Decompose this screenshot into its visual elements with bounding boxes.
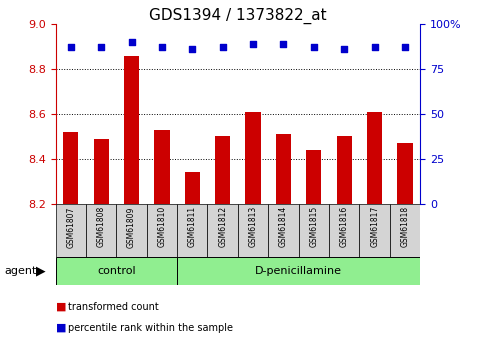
Text: percentile rank within the sample: percentile rank within the sample (68, 323, 233, 333)
Bar (398, 143, 412, 204)
Text: control: control (97, 266, 136, 276)
Point (158, 45, 166, 50)
Point (249, 41, 257, 47)
Point (401, 45, 409, 50)
Bar (154, 130, 170, 204)
Bar (147, 204, 177, 257)
Title: GDS1394 / 1373822_at: GDS1394 / 1373822_at (149, 8, 327, 24)
Text: ■: ■ (56, 323, 66, 333)
Text: GSM61808: GSM61808 (97, 206, 106, 247)
Text: ■: ■ (56, 302, 66, 312)
Bar (298, 204, 329, 257)
Bar (359, 204, 390, 257)
Text: agent: agent (5, 266, 37, 276)
Point (310, 45, 318, 50)
Bar (177, 257, 420, 285)
Text: GSM61807: GSM61807 (66, 206, 75, 248)
Point (280, 41, 287, 47)
Bar (367, 112, 382, 204)
Text: D-penicillamine: D-penicillamine (255, 266, 342, 276)
Bar (245, 112, 261, 204)
Text: GSM61809: GSM61809 (127, 206, 136, 248)
Bar (177, 204, 208, 257)
Bar (306, 150, 322, 204)
Point (97, 45, 105, 50)
Point (128, 39, 135, 45)
Bar (185, 172, 200, 204)
Bar (63, 132, 78, 204)
Text: GSM61811: GSM61811 (188, 206, 197, 247)
Text: GSM61816: GSM61816 (340, 206, 349, 247)
Bar (56, 204, 86, 257)
Bar (215, 136, 230, 204)
Text: GSM61815: GSM61815 (309, 206, 318, 247)
Text: ▶: ▶ (36, 264, 46, 277)
Text: GSM61813: GSM61813 (249, 206, 257, 247)
Bar (94, 138, 109, 204)
Text: GSM61812: GSM61812 (218, 206, 227, 247)
Text: transformed count: transformed count (68, 302, 158, 312)
Bar (208, 204, 238, 257)
Point (341, 47, 348, 52)
Bar (329, 204, 359, 257)
Point (219, 45, 227, 50)
Bar (116, 204, 147, 257)
Text: GSM61814: GSM61814 (279, 206, 288, 247)
Point (67, 45, 74, 50)
Text: GSM61817: GSM61817 (370, 206, 379, 247)
Bar (276, 134, 291, 204)
Bar (238, 204, 268, 257)
Point (371, 45, 379, 50)
Bar (56, 257, 177, 285)
Text: GSM61810: GSM61810 (157, 206, 167, 247)
Bar (390, 204, 420, 257)
Bar (337, 136, 352, 204)
Bar (86, 204, 116, 257)
Point (188, 47, 196, 52)
Bar (268, 204, 298, 257)
Bar (124, 56, 139, 204)
Text: GSM61818: GSM61818 (400, 206, 410, 247)
